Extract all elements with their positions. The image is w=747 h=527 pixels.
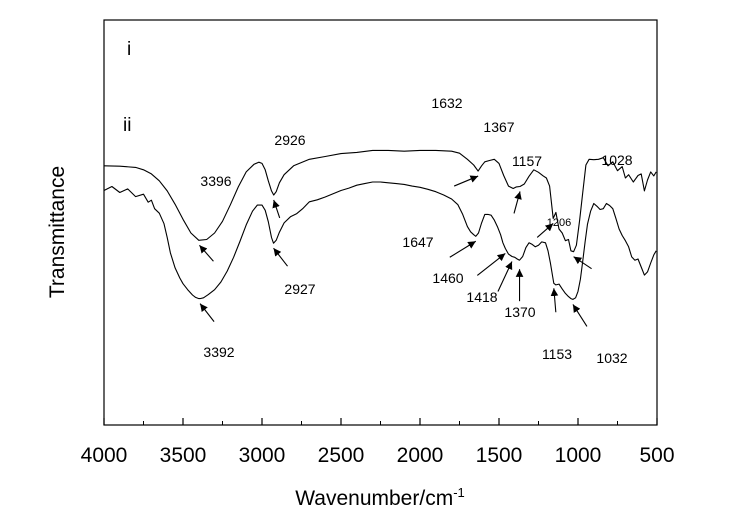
peak-label-1206: 1206 <box>547 217 571 229</box>
x-tick-label: 4000 <box>81 444 128 467</box>
peak-arrow-2927 <box>273 247 288 267</box>
x-tick-marks <box>103 418 658 425</box>
peak-label-1028: 1028 <box>601 152 632 168</box>
peak-arrow-2926 <box>272 199 281 219</box>
series-line-i <box>103 149 657 253</box>
peak-arrow-3396 <box>199 244 214 262</box>
plot-frame <box>103 19 658 426</box>
series-label-ii: ii <box>123 115 131 136</box>
peak-label-1032: 1032 <box>596 350 627 366</box>
series-label-i: i <box>127 39 131 60</box>
x-tick-label: 1500 <box>476 444 523 467</box>
spectra-lines <box>103 149 657 300</box>
peak-label-1367: 1367 <box>483 119 514 135</box>
peak-arrow-1418 <box>497 261 513 292</box>
x-tick-label: 500 <box>639 444 674 467</box>
x-tick-label: 3500 <box>160 444 207 467</box>
peak-label-1370: 1370 <box>504 304 535 320</box>
peak-arrow-1632 <box>453 175 479 187</box>
series-labels: iii <box>123 39 131 136</box>
peak-label-2927: 2927 <box>284 281 315 297</box>
peak-labels: 3396 2926 1632 1367 1157 1028 3392 2927 1647 1460… <box>200 95 632 366</box>
peak-label-3392: 3392 <box>203 344 234 360</box>
x-tick-label: 2500 <box>318 444 365 467</box>
x-tick-label: 3000 <box>239 444 286 467</box>
peak-arrow-1367 <box>513 191 522 214</box>
peak-label-1632: 1632 <box>431 95 462 111</box>
peak-arrows <box>199 175 592 327</box>
peak-arrow-1032 <box>572 304 588 327</box>
peak-arrow-1028 <box>573 256 592 270</box>
peak-label-2926: 2926 <box>274 132 305 148</box>
peak-label-1153: 1153 <box>542 346 572 362</box>
series-line-ii <box>103 181 657 300</box>
peak-arrow-1157 <box>536 223 554 238</box>
x-tick-label: 1000 <box>555 444 602 467</box>
peak-label-1460: 1460 <box>432 270 463 286</box>
peak-arrow-1153 <box>550 288 559 313</box>
peak-arrow-1460 <box>476 252 506 276</box>
peak-label-1647: 1647 <box>402 234 433 250</box>
x-tick-label: 2000 <box>397 444 444 467</box>
peak-arrow-1647 <box>449 240 477 258</box>
peak-label-1418: 1418 <box>466 289 497 305</box>
peak-label-3396: 3396 <box>200 173 231 189</box>
peak-arrow-3392 <box>199 303 215 322</box>
x-axis-title: Wavenumber/cm-1 <box>295 485 465 510</box>
peak-label-1157: 1157 <box>512 153 542 169</box>
y-axis-title: Transmittance <box>46 166 69 298</box>
x-tick-labels: 4000 3500 3000 2500 2000 1500 1000 500 <box>81 444 675 467</box>
